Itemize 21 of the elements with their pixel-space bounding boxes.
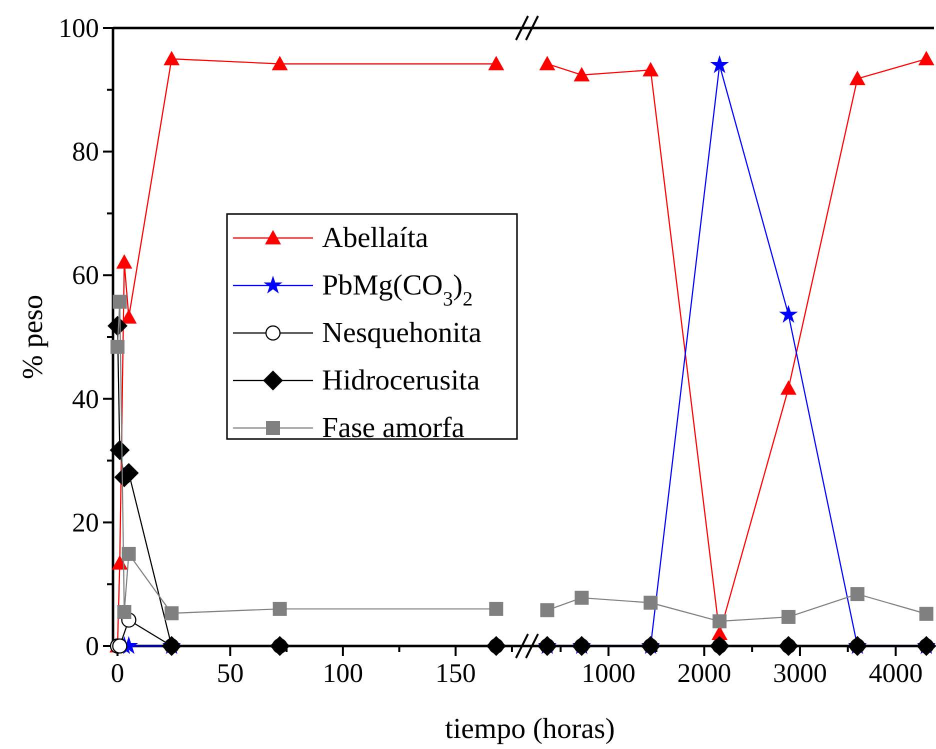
y-tick-label: 100 [58,13,99,43]
y-tick-label: 20 [72,507,99,538]
x-tick-label: 100 [322,658,364,688]
x-tick-label: 1000 [582,658,636,688]
legend-label: Hidrocerusita [322,364,480,396]
legend-label: Fase amorfa [322,412,465,444]
x-axis-title: tiempo (horas) [445,713,615,745]
x-tick-label: 50 [216,658,244,688]
x-tick-label: 3000 [772,658,827,688]
x-tick-label: 4000 [868,658,923,688]
x-tick-label: 150 [435,658,476,688]
x-tick-label: 0 [110,658,124,688]
y-tick-label: 40 [72,384,99,414]
legend-label: PbMg(CO$_{3}$)$_{2}$ [322,270,473,310]
y-axis-title: % peso [17,294,49,380]
x-tick-label: 2000 [677,658,732,688]
y-tick-label: 0 [86,631,99,661]
legend-label: Abellaíta [322,222,428,254]
legend-label: Nesquehonita [322,317,482,349]
y-tick-label: 80 [72,136,99,167]
y-tick-label: 60 [72,260,99,290]
